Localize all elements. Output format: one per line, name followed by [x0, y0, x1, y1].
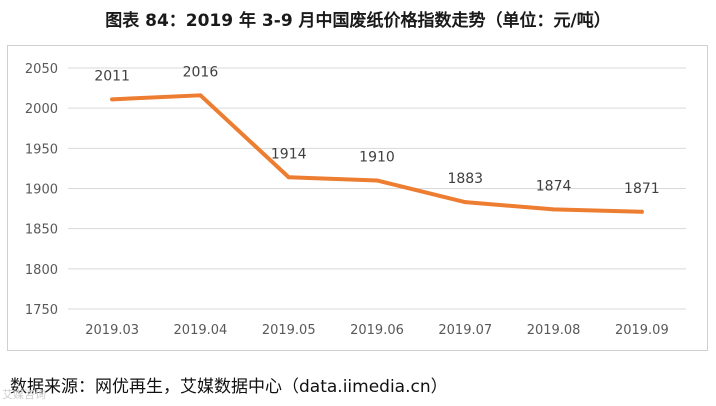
data-point	[463, 200, 468, 205]
x-tick-label: 2019.06	[350, 323, 404, 338]
data-label: 2011	[94, 68, 130, 84]
data-point	[639, 209, 644, 214]
watermark: 艾媒咨询	[2, 388, 46, 401]
x-tick-label: 2019.03	[85, 323, 139, 338]
data-point	[198, 93, 203, 98]
y-tick-label: 1750	[25, 303, 58, 318]
y-tick-label: 1800	[25, 263, 58, 278]
data-label: 1874	[536, 178, 572, 194]
x-tick-label: 2019.05	[262, 323, 316, 338]
data-label: 1910	[359, 149, 395, 165]
data-point	[110, 97, 115, 102]
y-tick-label: 1950	[25, 142, 58, 157]
y-tick-label: 1850	[25, 223, 58, 238]
x-tick-label: 2019.08	[527, 323, 581, 338]
y-tick-label: 2000	[25, 102, 58, 117]
data-label: 1871	[624, 181, 660, 197]
data-point	[375, 178, 379, 183]
data-point	[551, 207, 556, 212]
data-label: 1914	[271, 146, 307, 162]
page-title: 图表 84：2019 年 3-9 月中国废纸价格指数走势（单位：元/吨）	[105, 11, 611, 31]
line-chart: 1750 1800 1850 1900 1950 2000 2050 2019.03 2019.…	[25, 62, 686, 338]
y-tick-label: 1900	[25, 183, 58, 198]
data-label: 2016	[183, 64, 219, 80]
data-label: 1883	[447, 171, 483, 187]
x-tick-label: 2019.09	[615, 323, 669, 338]
source-note: 数据来源：网优再生，艾媒数据中心（data.iimedia.cn）	[10, 377, 448, 397]
chart-area: 1750 1800 1850 1900 1950 2000 2050 2019.03 2019.…	[7, 45, 708, 351]
y-tick-label: 2050	[25, 62, 58, 77]
x-tick-label: 2019.04	[174, 323, 228, 338]
data-point	[286, 175, 291, 180]
x-tick-label: 2019.07	[438, 323, 492, 338]
